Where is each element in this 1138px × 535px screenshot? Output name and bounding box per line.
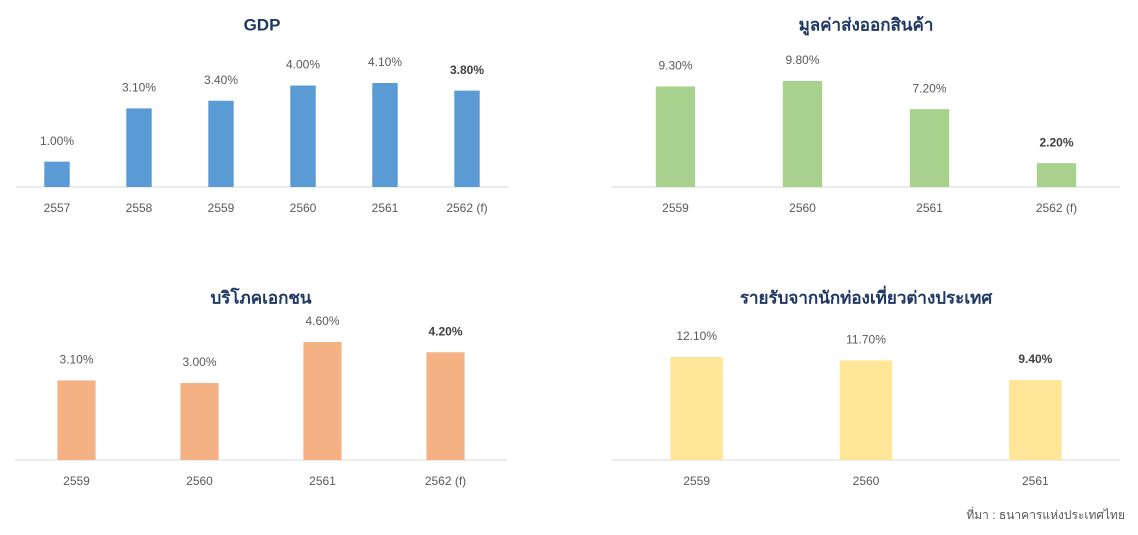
x-tick-label: 2561: [1022, 474, 1049, 488]
value-label: 12.10%: [676, 329, 717, 343]
bar: [208, 100, 234, 187]
bar: [426, 352, 465, 460]
x-tick-label: 2560: [853, 474, 880, 488]
bar: [1036, 163, 1077, 187]
x-tick-label: 2560: [186, 474, 213, 488]
bar: [655, 86, 696, 187]
value-label: 9.30%: [658, 59, 692, 73]
x-tick-label: 2559: [63, 474, 90, 488]
value-label: 4.20%: [428, 324, 462, 338]
value-label: 9.80%: [785, 53, 819, 67]
bar: [1009, 379, 1062, 460]
bar: [782, 81, 823, 187]
value-label: 3.00%: [182, 355, 216, 369]
chart-title: GDP: [244, 15, 281, 34]
chart-title: บริโภคเอกชน: [210, 287, 311, 307]
bar: [57, 380, 96, 460]
bar: [290, 85, 316, 187]
x-tick-label: 2562 (f): [425, 474, 466, 488]
bar: [126, 108, 152, 187]
x-tick-label: 2559: [208, 201, 235, 215]
value-label: 2.20%: [1039, 135, 1073, 149]
x-tick-label: 2561: [916, 201, 943, 215]
x-tick-label: 2558: [126, 201, 153, 215]
value-label: 11.70%: [846, 333, 886, 347]
value-label: 3.40%: [204, 73, 238, 87]
value-label: 3.80%: [450, 63, 484, 77]
bar: [670, 357, 723, 460]
x-tick-label: 2560: [290, 201, 317, 215]
bar: [454, 90, 480, 187]
value-label: 1.00%: [40, 134, 74, 148]
bar: [839, 360, 893, 460]
chart-title: มูลค่าส่งออกสินค้า: [799, 15, 934, 36]
chart-title: รายรับจากนักท่องเที่ยวต่างประเทศ: [740, 285, 993, 307]
source-note: ที่มา : ธนาคารแห่งประเทศไทย: [966, 506, 1125, 522]
x-tick-label: 2561: [309, 474, 336, 488]
value-label: 4.10%: [368, 55, 402, 69]
value-label: 3.10%: [59, 353, 93, 367]
x-tick-label: 2559: [683, 474, 710, 488]
bar: [303, 342, 342, 460]
value-label: 7.20%: [912, 81, 946, 95]
x-tick-label: 2562 (f): [446, 201, 487, 215]
x-tick-label: 2562 (f): [1036, 201, 1077, 215]
x-tick-label: 2560: [789, 201, 816, 215]
bar: [44, 161, 70, 187]
value-label: 9.40%: [1018, 352, 1052, 366]
x-tick-label: 2561: [372, 201, 399, 215]
bar: [909, 109, 950, 187]
value-label: 3.10%: [122, 81, 156, 95]
x-tick-label: 2559: [662, 201, 689, 215]
value-label: 4.00%: [286, 58, 320, 72]
value-label: 4.60%: [305, 314, 339, 328]
bar: [372, 83, 398, 187]
bar: [180, 383, 219, 460]
x-tick-label: 2557: [44, 201, 71, 215]
